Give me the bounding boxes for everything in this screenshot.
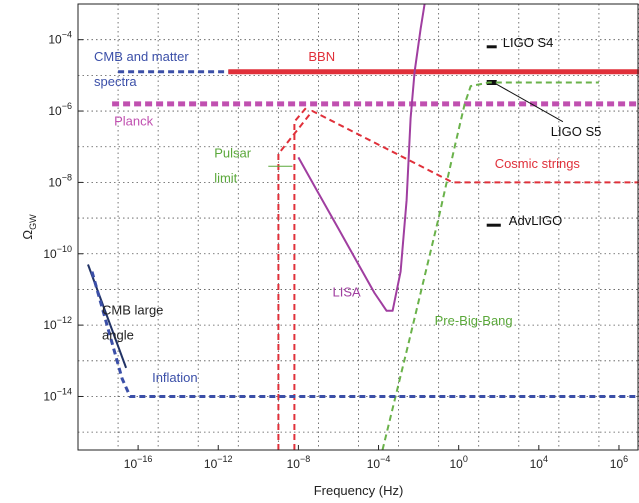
label-advligo: AdvLIGO (509, 213, 562, 228)
y-axis-label: ΩGW (20, 214, 38, 240)
label-cmb-large-1: CMB large (102, 302, 163, 317)
series-layer (87, 3, 639, 451)
y-tick-label: 10−8 (48, 172, 72, 189)
y-tick-label-base: 10 (48, 104, 62, 118)
y-tick-label-base: 10 (43, 318, 57, 332)
x-tick-label: 100 (449, 454, 467, 471)
series-pulsar-limit (293, 106, 308, 450)
label-lisa: LISA (333, 285, 362, 300)
label-bbn: BBN (308, 49, 335, 64)
label-cmb-large-2: angle (102, 327, 134, 342)
x-tick-label-exp: 0 (463, 454, 468, 464)
series-lisa (297, 3, 426, 312)
annotation-layer: BBN CMB and matter spectra Planck LIGO S4 LIG… (94, 35, 601, 385)
y-tick-label-exp: −8 (62, 172, 72, 182)
y-tick-label: 10−10 (43, 244, 72, 261)
x-tick-label: 10−16 (124, 454, 153, 471)
y-tick-label-base: 10 (43, 389, 57, 403)
x-tick-label-base: 10 (204, 457, 218, 471)
y-tick-label-exp: −4 (62, 30, 72, 40)
label-ligo-s5: LIGO S5 (551, 124, 602, 139)
y-tick-label: 10−12 (43, 315, 72, 332)
x-tick-label-base: 10 (449, 457, 463, 471)
series-cosmic-strings (277, 110, 639, 450)
label-pre-big-bang: Pre-Big-Bang (435, 313, 513, 328)
series-pre-big-bang (381, 81, 599, 451)
ligo-s5-leader (496, 83, 564, 123)
y-tick-label-exp: −10 (57, 244, 72, 254)
label-cmb-matter-1: CMB and matter (94, 49, 189, 64)
x-tick-label-base: 10 (610, 457, 624, 471)
x-tick-label-base: 10 (124, 457, 138, 471)
label-inflation: Inflation (152, 370, 198, 385)
y-tick-label-base: 10 (48, 33, 62, 47)
x-tick-label: 10−8 (287, 454, 311, 471)
x-tick-label: 104 (530, 454, 548, 471)
y-tick-label-exp: −14 (57, 386, 72, 396)
x-tick-label-exp: 4 (543, 454, 548, 464)
x-tick-label: 10−12 (204, 454, 233, 471)
y-tick-label: 10−6 (48, 101, 72, 118)
plot-frame (77, 3, 639, 451)
x-tick-label-base: 10 (530, 457, 544, 471)
x-tick-label-exp: 6 (623, 454, 628, 464)
label-planck: Planck (114, 113, 154, 128)
y-tick-label: 10−4 (48, 30, 72, 47)
x-tick-labels: 10−16 10−12 10−8 10−4 100 104 106 (124, 445, 628, 471)
y-tick-label-base: 10 (48, 175, 62, 189)
label-ligo-s4: LIGO S4 (503, 35, 554, 50)
y-tick-label: 10−14 (43, 386, 72, 403)
leader-layer (268, 83, 564, 167)
label-pulsar-1: Pulsar (214, 145, 252, 160)
x-axis-label: Frequency (Hz) (314, 483, 404, 498)
y-axis-label-main: Ω (20, 230, 35, 240)
x-tick-label-exp: −16 (137, 454, 152, 464)
x-tick-label: 10−4 (367, 454, 391, 471)
label-cmb-matter-2: spectra (94, 74, 137, 89)
x-tick-label-base: 10 (367, 457, 381, 471)
y-tick-label-exp: −6 (62, 101, 72, 111)
y-axis-label-sub: GW (28, 214, 38, 230)
x-tick-label-base: 10 (287, 457, 301, 471)
label-pulsar-2: limit (214, 170, 237, 185)
x-tick-label-exp: −4 (380, 454, 390, 464)
x-tick-label: 106 (610, 454, 628, 471)
x-tick-label-exp: −8 (300, 454, 310, 464)
label-cosmic-strings: Cosmic strings (495, 156, 581, 171)
series-inflation (90, 271, 639, 398)
y-tick-label-base: 10 (43, 247, 57, 261)
y-tick-label-exp: −12 (57, 315, 72, 325)
x-tick-label-exp: −12 (217, 454, 232, 464)
